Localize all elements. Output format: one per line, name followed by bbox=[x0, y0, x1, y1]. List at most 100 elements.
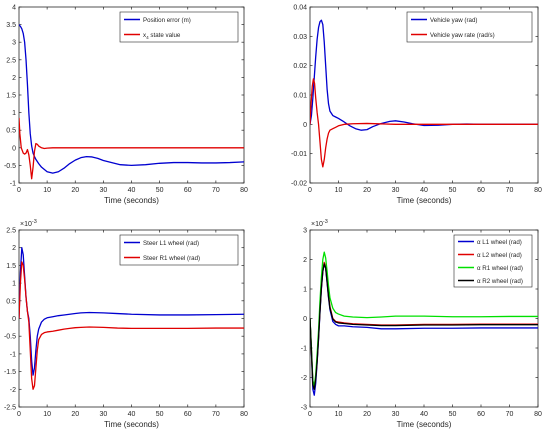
y-tick-label: -1 bbox=[10, 181, 16, 188]
x-tick-label: 60 bbox=[184, 187, 192, 194]
x-tick-label: 40 bbox=[128, 187, 136, 194]
y-tick-label: -1 bbox=[10, 351, 16, 358]
y-tick-label: 0 bbox=[12, 316, 16, 323]
y-tick-label: 3 bbox=[12, 40, 16, 47]
legend-entry: Steer R1 wheel (rad) bbox=[143, 255, 200, 262]
x-tick-label: 60 bbox=[477, 411, 485, 418]
series-line-1 bbox=[310, 19, 538, 131]
x-tick-label: 30 bbox=[392, 187, 400, 194]
x-tick-label: 40 bbox=[420, 187, 428, 194]
legend-box bbox=[119, 11, 239, 43]
legend: α L1 wheel (rad) α L2 wheel (rad) α R1 whe… bbox=[453, 234, 533, 288]
x-tick-label: 20 bbox=[363, 187, 371, 194]
y-tick-label: -0.01 bbox=[291, 151, 307, 158]
legend-entry: Vehicle yaw rate (rad/s) bbox=[430, 32, 495, 39]
y-tick-label: -0.5 bbox=[4, 163, 16, 170]
y-tick-label: 0.04 bbox=[293, 5, 307, 12]
y-tick-label: -2.5 bbox=[4, 405, 16, 412]
x-tick-label: 50 bbox=[156, 411, 164, 418]
x-tick-label: 0 bbox=[17, 411, 21, 418]
y-tick-label: 1.5 bbox=[6, 263, 16, 270]
y-tick-label: -2 bbox=[301, 375, 307, 382]
y-tick-label: 1 bbox=[12, 281, 16, 288]
x-tick-label: 60 bbox=[184, 411, 192, 418]
legend: Position error (m) x4 state value bbox=[119, 11, 239, 43]
y-tick-label: 2 bbox=[303, 257, 307, 264]
y-tick-label: 0.01 bbox=[293, 93, 307, 100]
x-tick-label: 70 bbox=[212, 411, 220, 418]
chart-panel-3: 0 10 20 30 40 50 60 70 80 -2.5 -2 -1.5 -1 -0.5 0 0.5 1 1.… bbox=[4, 219, 248, 429]
x-tick-label: 70 bbox=[212, 187, 220, 194]
y-tick-label: 3 bbox=[303, 228, 307, 235]
y-axis-exponent: ×10-3 bbox=[20, 219, 37, 228]
legend-box bbox=[406, 11, 533, 43]
x-tick-label: 80 bbox=[534, 411, 542, 418]
x-tick-label: 10 bbox=[43, 187, 51, 194]
chart-panel-4: 0 10 20 30 40 50 60 70 80 -3 -2 -1 0 1 2 3 ×10-3 Time (se… bbox=[301, 219, 542, 429]
x-tick-label: 30 bbox=[99, 187, 107, 194]
x-axis-label: Time (seconds) bbox=[397, 420, 452, 429]
series-line-2 bbox=[19, 117, 244, 180]
x-axis-label: Time (seconds) bbox=[104, 420, 159, 429]
x-tick-label: 50 bbox=[156, 187, 164, 194]
x-tick-label: 0 bbox=[17, 187, 21, 194]
legend-box bbox=[119, 234, 239, 266]
legend-entry: α R1 wheel (rad) bbox=[477, 265, 523, 272]
y-tick-label: -2 bbox=[10, 387, 16, 394]
y-tick-label: 0.02 bbox=[293, 63, 307, 70]
x-tick-label: 80 bbox=[240, 411, 248, 418]
x-tick-label: 50 bbox=[449, 411, 457, 418]
y-tick-label: -1 bbox=[301, 346, 307, 353]
y-tick-label: 3.5 bbox=[6, 22, 16, 29]
legend: Steer L1 wheel (rad) Steer R1 wheel (rad) bbox=[119, 234, 239, 266]
series-line-4 bbox=[310, 263, 538, 390]
x-tick-label: 60 bbox=[477, 187, 485, 194]
y-tick-label: 0 bbox=[303, 122, 307, 129]
x-tick-label: 40 bbox=[420, 411, 428, 418]
x-axis-label: Time (seconds) bbox=[104, 196, 159, 205]
x-tick-label: 20 bbox=[363, 411, 371, 418]
x-tick-label: 80 bbox=[534, 187, 542, 194]
y-tick-label: 1 bbox=[12, 110, 16, 117]
x-tick-label: 0 bbox=[308, 411, 312, 418]
y-tick-label: 2.5 bbox=[6, 228, 16, 235]
legend: Vehicle yaw (rad) Vehicle yaw rate (rad/s… bbox=[406, 11, 533, 43]
y-tick-label: 4 bbox=[12, 5, 16, 12]
series-line-1 bbox=[19, 24, 244, 174]
y-axis-exponent: ×10-3 bbox=[311, 219, 328, 228]
chart-panel-2: 0 10 20 30 40 50 60 70 80 -0.02 -0.01 0 0.01 0.02 0.03… bbox=[291, 5, 542, 206]
y-tick-label: 1 bbox=[303, 287, 307, 294]
x-tick-label: 10 bbox=[43, 411, 51, 418]
legend-entry: x4 state value bbox=[143, 32, 181, 40]
y-tick-label: 0.5 bbox=[6, 128, 16, 135]
x-tick-label: 40 bbox=[128, 411, 136, 418]
y-tick-label: 0.03 bbox=[293, 34, 307, 41]
x-tick-label: 20 bbox=[71, 411, 79, 418]
x-tick-label: 10 bbox=[335, 411, 343, 418]
legend-entry: α L1 wheel (rad) bbox=[477, 239, 522, 246]
chart-panel-1: 0 10 20 30 40 50 60 70 80 -1 -0.5 0 0.5 1 1.5 2 2.5 3 3.5 4… bbox=[4, 5, 248, 206]
series-line-2 bbox=[310, 78, 538, 168]
y-tick-label: -3 bbox=[301, 405, 307, 412]
y-tick-label: 0 bbox=[12, 145, 16, 152]
y-tick-label: 1.5 bbox=[6, 93, 16, 100]
y-tick-label: 2.5 bbox=[6, 57, 16, 64]
y-tick-label: -0.5 bbox=[4, 334, 16, 341]
y-tick-label: 2 bbox=[12, 245, 16, 252]
x-axis-label: Time (seconds) bbox=[397, 196, 452, 205]
y-tick-label: 0 bbox=[303, 316, 307, 323]
y-tick-label: -0.02 bbox=[291, 181, 307, 188]
x-tick-label: 50 bbox=[449, 187, 457, 194]
x-tick-label: 20 bbox=[71, 187, 79, 194]
x-tick-label: 80 bbox=[240, 187, 248, 194]
legend-entry: α L2 wheel (rad) bbox=[477, 252, 522, 259]
legend-box bbox=[453, 234, 533, 288]
series-line-2 bbox=[19, 261, 244, 390]
x-tick-label: 10 bbox=[335, 187, 343, 194]
legend-entry: Position error (m) bbox=[143, 17, 191, 24]
x-tick-label: 70 bbox=[506, 187, 514, 194]
x-tick-label: 30 bbox=[99, 411, 107, 418]
y-tick-label: 0.5 bbox=[6, 298, 16, 305]
legend-entry: Vehicle yaw (rad) bbox=[430, 17, 477, 24]
